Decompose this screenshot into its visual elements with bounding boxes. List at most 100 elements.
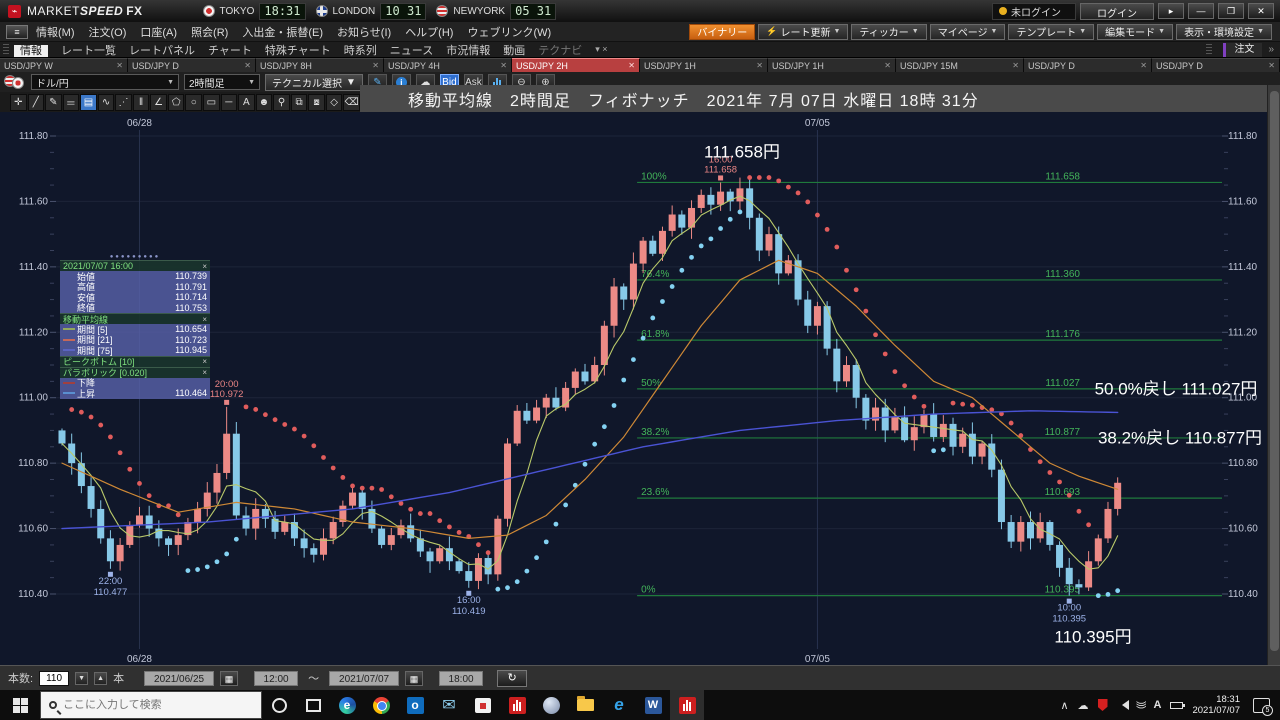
menu-button-マイページ[interactable]: マイページ ▼	[929, 23, 1006, 40]
chart-tab[interactable]: USD/JPY 2H ✕	[512, 58, 640, 72]
from-calendar-button[interactable]: ▦	[220, 670, 239, 686]
taskbar-chrome-button[interactable]	[364, 690, 398, 720]
scrollbar-thumb[interactable]	[1270, 91, 1279, 651]
chart-scrollbar[interactable]	[1267, 85, 1280, 665]
menu-button-バイナリー[interactable]: バイナリー	[689, 23, 756, 40]
menu-item[interactable]: 口座(A)	[140, 26, 178, 39]
clear-all-tool[interactable]: ⌫	[343, 93, 360, 111]
menu-item[interactable]: 入出金・振替(E)	[242, 26, 324, 39]
menu-button-表示・環境設定[interactable]: 表示・環境設定 ▼	[1176, 23, 1272, 40]
view-tab-時系列[interactable]: 時系列	[343, 44, 377, 57]
battery-icon[interactable]	[1170, 701, 1186, 709]
menu-button-レート更新[interactable]: ⚡ レート更新 ▼	[758, 23, 849, 40]
taskbar-outlook-button[interactable]: o	[398, 690, 432, 720]
tab-close-icon[interactable]: ✕	[1268, 61, 1275, 70]
copy-tool[interactable]: ⧉	[290, 93, 308, 111]
taskbar-mail-button[interactable]: ✉	[432, 690, 466, 720]
menu-button-ティッカー[interactable]: ティッカー ▼	[851, 23, 927, 40]
chart-tab[interactable]: USD/JPY D ✕	[1024, 58, 1152, 72]
reset-range-button[interactable]: ↻	[497, 669, 528, 687]
count-down-button[interactable]: ▼	[75, 671, 89, 685]
from-time-field[interactable]: 12:00	[254, 670, 299, 686]
fibonacci-tool[interactable]: ▤	[80, 93, 97, 111]
fibonacci-layer[interactable]: 100% 111.658 76.4% 111.360 61.8% 111.176 50% 11…	[637, 171, 1222, 597]
close-icon[interactable]: ×	[202, 261, 207, 271]
tab-close-icon[interactable]: ✕	[756, 61, 763, 70]
taskbar-store-button[interactable]	[466, 690, 500, 720]
ime-icon[interactable]: A	[1153, 699, 1162, 711]
rectangle-tool[interactable]: ▭	[203, 93, 220, 111]
toolbar-grip[interactable]	[1206, 43, 1213, 56]
hidden-icons-chevron[interactable]: ∧	[1060, 699, 1069, 712]
to-date-field[interactable]: 2021/07/07	[329, 670, 400, 686]
chart-tab[interactable]: USD/JPY D ✕	[1152, 58, 1280, 72]
toolbar-grip[interactable]	[3, 43, 9, 56]
menu-item[interactable]: 注文(O)	[88, 26, 127, 39]
view-tab-テクナビ[interactable]: テクナビ	[538, 44, 583, 57]
vertical-lines-tool[interactable]: ‖	[132, 93, 150, 111]
minimize-button[interactable]: —	[1188, 3, 1214, 19]
text-tool[interactable]: A	[238, 93, 255, 111]
chart-tab[interactable]: USD/JPY W ✕	[0, 58, 128, 72]
menu-button-テンプレート[interactable]: テンプレート ▼	[1008, 23, 1095, 40]
onedrive-icon[interactable]: ☁	[1077, 699, 1089, 712]
close-button[interactable]: ✕	[1248, 3, 1274, 19]
start-button[interactable]	[0, 690, 40, 720]
view-tab-特殊チャート[interactable]: 特殊チャート	[264, 44, 331, 57]
tab-close-icon[interactable]: ✕	[116, 61, 123, 70]
search-input[interactable]	[63, 699, 233, 711]
angle-line-tool[interactable]: ∠	[150, 93, 167, 111]
chart-window-titlebar[interactable]: 移動平均線 2時間足 フィボナッチ 2021年 7月 07日 水曜日 18時 3…	[360, 85, 1280, 112]
data-window-drag-handle[interactable]: ●●●●●●●●●	[109, 254, 161, 260]
indicator-data-window[interactable]: ●●●●●●●●● 2021/07/07 16:00 × 始値 110.739 高値 11…	[60, 254, 210, 399]
tab-close-icon[interactable]: ✕	[500, 61, 507, 70]
tab-close-icon[interactable]: ✕	[1140, 61, 1147, 70]
notification-center-icon[interactable]: 5	[1253, 697, 1273, 716]
app-menu-button[interactable]: ≡	[6, 24, 28, 39]
paste-tool[interactable]: ⧇	[308, 93, 325, 111]
tab-close-icon[interactable]: ✕	[1012, 61, 1019, 70]
taskbar-cortana-button[interactable]	[262, 690, 296, 720]
to-time-field[interactable]: 18:00	[439, 670, 484, 686]
order-button[interactable]: 注文	[1223, 42, 1263, 57]
taskbar-edge-button[interactable]: e	[330, 690, 364, 720]
chart-tab[interactable]: USD/JPY 1H ✕	[640, 58, 768, 72]
menu-item[interactable]: ウェブリンク(W)	[467, 26, 552, 39]
fan-lines-tool[interactable]: ⋰	[115, 93, 132, 111]
view-tab-市況情報[interactable]: 市況情報	[446, 44, 491, 57]
taskbar-active-marketspeed-fx-button[interactable]	[670, 690, 704, 720]
tab-close-icon[interactable]: ✕	[884, 61, 891, 70]
taskbar-globe-button[interactable]	[534, 690, 568, 720]
trendline-tool[interactable]: ╱	[27, 93, 45, 111]
close-icon[interactable]: ×	[202, 368, 207, 377]
taskbar-word-button[interactable]: W	[636, 690, 670, 720]
annotations-layer[interactable]: 111.658円 50.0%戻し 111.027円 38.2%戻し 110.877円…	[704, 142, 1262, 646]
menu-item[interactable]: ヘルプ(H)	[405, 26, 454, 39]
technical-select-button[interactable]: テクニカル選択 ▼	[265, 73, 363, 91]
count-up-button[interactable]: ▲	[94, 671, 108, 685]
view-tab-チャート[interactable]: チャート	[208, 44, 252, 57]
eraser-tool[interactable]: ◇	[325, 93, 343, 111]
polygon-tool[interactable]: ⬠	[167, 93, 185, 111]
menu-item[interactable]: 照会(R)	[191, 26, 229, 39]
menu-item[interactable]: お知らせ(I)	[337, 26, 392, 39]
bar-count-input[interactable]	[39, 670, 70, 686]
crosshair-tool[interactable]: ✛	[10, 93, 27, 111]
taskbar-taskview-button[interactable]	[296, 690, 330, 720]
taskbar-ie-button[interactable]: e	[602, 690, 636, 720]
chart-tab[interactable]: USD/JPY 4H ✕	[384, 58, 512, 72]
close-icon[interactable]: ×	[202, 357, 207, 366]
taskbar-clock[interactable]: 18:31 2021/07/07	[1192, 694, 1240, 716]
horizontal-line-tool[interactable]: ─	[220, 93, 238, 111]
menu-item[interactable]: 情報(M)	[36, 26, 75, 39]
ellipse-tool[interactable]: ○	[185, 93, 203, 111]
restore-button[interactable]: ❐	[1218, 3, 1244, 19]
taskbar-search[interactable]	[40, 691, 262, 719]
tab-close-icon[interactable]: ✕	[628, 61, 635, 70]
chart-tab[interactable]: USD/JPY 15M ✕	[896, 58, 1024, 72]
parallel-lines-tool[interactable]: ＝	[62, 93, 80, 111]
view-tab-レートパネル[interactable]: レートパネル	[129, 44, 195, 57]
view-tab-情報[interactable]: 情報	[14, 44, 48, 57]
wave-tool[interactable]: ∿	[97, 93, 115, 111]
